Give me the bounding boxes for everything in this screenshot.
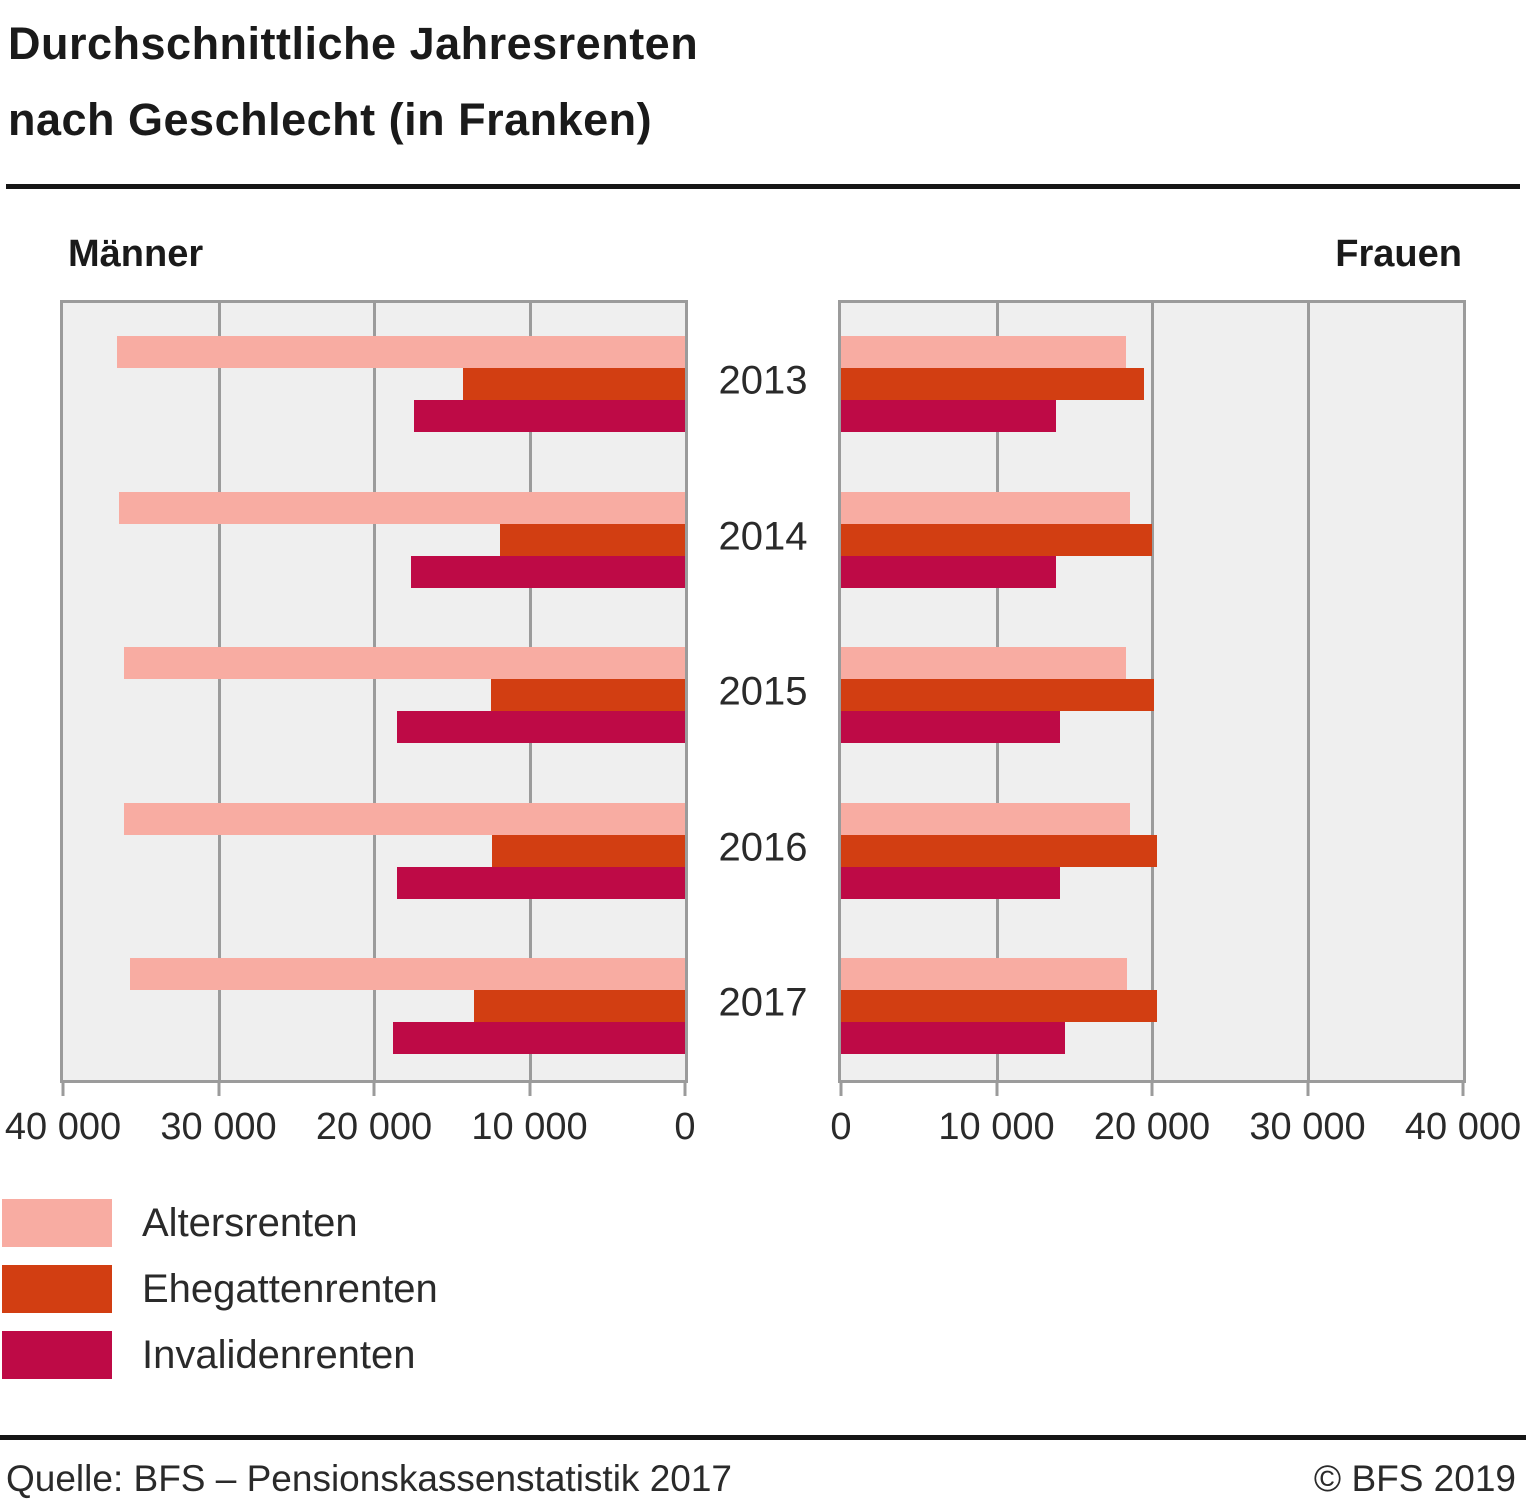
- panel-headers: Männer Frauen: [68, 233, 1462, 276]
- axis-tick-label: 40 000: [1404, 1106, 1522, 1148]
- chart-title-line2: nach Geschlecht (in Franken): [8, 94, 653, 145]
- year-label-2015: 2015: [718, 669, 808, 714]
- axis-tick-label: 20 000: [1093, 1106, 1211, 1148]
- axis-tick: [1461, 1083, 1465, 1096]
- copyright-text: © BFS 2019: [1313, 1458, 1516, 1499]
- bar-männer-2016-ehegattenrenten: [492, 834, 685, 867]
- charts-row: 40 000 30 000 20 000 10 000 0 2013 2014 2015 20…: [5, 300, 1521, 1148]
- title-divider: [6, 184, 1520, 189]
- legend-swatch-altersrenten: [2, 1199, 112, 1247]
- legend-item: Altersrenten: [2, 1199, 1526, 1247]
- axis-tick-label: 40 000: [4, 1106, 122, 1148]
- year-label-2017: 2017: [718, 980, 808, 1025]
- axis-tick-label: 10 000: [471, 1106, 588, 1148]
- axis-tick: [1306, 1083, 1309, 1096]
- bar-männer-2015-altersrenten: [123, 647, 685, 679]
- chart-title: Durchschnittliche Jahresrenten nach Gesc…: [8, 6, 1518, 158]
- axis-tick: [839, 1083, 843, 1096]
- year-label-2013: 2013: [718, 358, 808, 403]
- bar-frauen-2017-altersrenten: [841, 958, 1128, 990]
- bar-männer-2016-invalidenrenten: [397, 866, 685, 899]
- bar-männer-2017-ehegattenrenten: [473, 990, 685, 1022]
- axis-tick: [683, 1083, 687, 1096]
- bar-frauen-2015-ehegattenrenten: [841, 679, 1154, 711]
- bar-männer-2016-altersrenten: [123, 802, 685, 835]
- legend-label: Invalidenrenten: [142, 1332, 416, 1377]
- axis-tick: [372, 1083, 376, 1096]
- axis-tick: [995, 1083, 998, 1096]
- gridline: [373, 303, 376, 1080]
- bar-männer-2013-ehegattenrenten: [462, 368, 685, 400]
- bar-frauen-2017-ehegattenrenten: [841, 990, 1157, 1022]
- footer-divider: [0, 1435, 1526, 1440]
- bar-frauen-2013-ehegattenrenten: [841, 368, 1145, 400]
- axis-tick-label: 0: [830, 1106, 852, 1148]
- source-text: Quelle: BFS – Pensionskassenstatistik 20…: [6, 1458, 732, 1499]
- panel-header-men: Männer: [68, 233, 204, 275]
- chart-men: 40 000 30 000 20 000 10 000 0: [5, 300, 696, 1148]
- bar-frauen-2013-invalidenrenten: [841, 400, 1056, 432]
- legend-label: Ehegattenrenten: [142, 1266, 438, 1311]
- year-label-2016: 2016: [718, 825, 808, 869]
- axis-tick-label: 20 000: [315, 1106, 433, 1148]
- bar-frauen-2014-altersrenten: [841, 491, 1131, 524]
- bar-männer-2015-ehegattenrenten: [490, 679, 685, 711]
- bar-männer-2013-invalidenrenten: [414, 400, 685, 432]
- legend-swatch-invalidenrenten: [2, 1331, 112, 1379]
- bar-männer-2015-invalidenrenten: [397, 711, 685, 743]
- bar-frauen-2014-ehegattenrenten: [841, 523, 1152, 556]
- axis-tick: [528, 1083, 531, 1096]
- gridline: [217, 303, 221, 1080]
- bar-frauen-2013-altersrenten: [841, 336, 1126, 368]
- legend-item: Invalidenrenten: [2, 1331, 1526, 1379]
- bar-frauen-2016-invalidenrenten: [841, 866, 1061, 899]
- legend-label: Altersrenten: [142, 1200, 358, 1245]
- bar-männer-2014-ehegattenrenten: [499, 523, 685, 556]
- legend-item: Ehegattenrenten: [2, 1265, 1526, 1313]
- bar-frauen-2015-altersrenten: [841, 647, 1126, 679]
- bar-frauen-2016-altersrenten: [841, 802, 1131, 835]
- bar-männer-2013-altersrenten: [117, 336, 685, 368]
- bar-frauen-2014-invalidenrenten: [841, 555, 1056, 588]
- legend: Altersrenten Ehegattenrenten Invalidenrent…: [2, 1199, 1526, 1379]
- axis-tick-label: 30 000: [1249, 1106, 1366, 1148]
- year-label-2014: 2014: [718, 514, 808, 558]
- axis-tick-label: 30 000: [160, 1106, 277, 1148]
- axis-tick: [1150, 1083, 1154, 1096]
- footer: Quelle: BFS – Pensionskassenstatistik 20…: [0, 1458, 1526, 1500]
- bar-frauen-2015-invalidenrenten: [841, 711, 1061, 743]
- year-axis: 2013 2014 2015 2016 2017: [688, 300, 838, 1083]
- bar-männer-2017-invalidenrenten: [392, 1022, 685, 1054]
- legend-swatch-ehegattenrenten: [2, 1265, 112, 1313]
- chart-women: 0 10 000 20 000 30 000 40 000: [830, 300, 1521, 1148]
- bar-männer-2017-altersrenten: [129, 958, 685, 990]
- chart-header: Durchschnittliche Jahresrenten nach Gesc…: [0, 0, 1526, 158]
- axis-tick-label: 0: [674, 1106, 696, 1148]
- axis-tick-label: 10 000: [938, 1106, 1055, 1148]
- bar-frauen-2016-ehegattenrenten: [841, 834, 1157, 867]
- axis-tick: [61, 1083, 65, 1096]
- bar-männer-2014-invalidenrenten: [411, 555, 685, 588]
- axis-tick: [217, 1083, 220, 1096]
- panel-header-women: Frauen: [1335, 233, 1462, 275]
- chart-title-line1: Durchschnittliche Jahresrenten: [8, 18, 699, 69]
- bar-männer-2014-altersrenten: [118, 491, 685, 524]
- bar-frauen-2017-invalidenrenten: [841, 1022, 1065, 1054]
- gridline: [1306, 303, 1310, 1080]
